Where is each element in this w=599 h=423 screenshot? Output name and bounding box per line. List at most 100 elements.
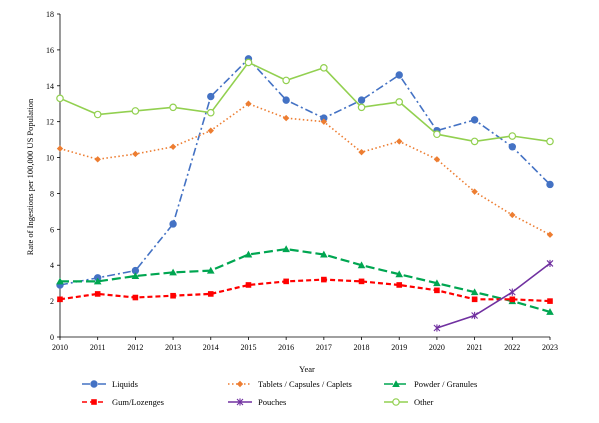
data-point-powder-granules [131,272,140,279]
data-point-gum-lozenges [57,296,63,303]
data-point-gum-lozenges [471,296,478,303]
data-point-liquids [282,96,290,104]
data-point-tablets-capsules-caplets [358,148,365,156]
y-axis-title: Rate of Ingestions per 100,000 US Popula… [25,98,35,255]
data-point-powder-granules [244,250,253,258]
x-tick-label: 2016 [278,343,294,352]
data-point-gum-lozenges [245,282,252,288]
x-tick-label: 2012 [127,343,143,352]
x-tick-label: 2017 [316,343,332,352]
data-point-gum-lozenges [547,298,553,304]
x-tick-label: 2023 [542,343,558,352]
legend-label-liquids: Liquids [112,379,138,389]
data-point-liquids [207,92,215,101]
data-point-powder-granules [169,268,177,276]
legend: Liquids Tablets / Capsules / Caplets Powde… [82,379,477,407]
y-tick-label: 12 [46,118,54,127]
series-line-liquids [59,57,551,286]
data-point-tablets-capsules-caplets [546,231,554,238]
data-point-pouches [546,259,554,268]
data-point-liquids [546,180,554,189]
data-point-other [470,137,479,146]
data-point-gum-lozenges [283,278,289,285]
data-point-other [56,94,64,103]
data-point-tablets-capsules-caplets [56,145,64,152]
x-tick-label: 2021 [467,343,483,352]
legend-label-powder-granules: Powder / Granules [414,379,477,389]
data-point-tablets-capsules-caplets [94,156,101,163]
data-point-gum-lozenges [358,278,365,285]
y-tick-label: 4 [50,261,54,270]
legend-item-tablets-capsules-caplets: Tablets / Capsules / Caplets [228,379,352,389]
data-point-powder-granules [206,266,215,274]
data-point-liquids [169,220,177,228]
data-point-gum-lozenges [509,296,516,303]
data-point-powder-granules [282,245,290,253]
data-point-liquids [470,116,479,124]
series-line-pouches [436,262,551,329]
data-point-other [244,58,253,67]
series-liquids [56,55,554,289]
data-point-other [169,103,177,112]
data-point-tablets-capsules-caplets [207,127,214,134]
legend-marker-other [392,398,400,406]
legend-marker-liquids [90,380,98,388]
data-point-powder-granules [546,308,554,315]
data-point-powder-granules [93,277,102,285]
x-tick-label: 2018 [354,343,370,352]
x-axis-title: Year [299,364,315,374]
data-point-gum-lozenges [94,291,101,297]
data-point-powder-granules [433,279,441,287]
y-tick-label: 18 [46,10,54,19]
data-point-tablets-capsules-caplets [433,156,441,163]
data-point-powder-granules [470,288,479,296]
data-point-tablets-capsules-caplets [471,188,478,195]
data-point-tablets-capsules-caplets [132,150,139,158]
y-tick-label: 16 [46,46,54,55]
data-point-tablets-capsules-caplets [509,211,516,219]
data-point-powder-granules [395,270,404,278]
x-tick-label: 2010 [52,343,68,352]
legend-label-pouches: Pouches [258,397,286,407]
data-point-powder-granules [357,261,366,269]
data-point-tablets-capsules-caplets [245,100,252,107]
data-point-other [320,64,328,72]
series-line-powder-granules [60,247,551,313]
data-point-other [131,107,140,115]
data-point-gum-lozenges [207,291,214,297]
y-tick-label: 6 [50,225,54,234]
legend-marker-powder-granules [392,380,400,387]
series-other [56,58,554,146]
y-tick-label: 8 [50,189,54,198]
legend-item-other: Other [384,397,434,407]
x-tick-label: 2011 [90,343,106,352]
data-point-powder-granules [56,277,64,285]
data-point-gum-lozenges [170,292,176,299]
data-point-gum-lozenges [321,276,327,283]
legend-label-gum-lozenges: Gum/Lozenges [112,397,164,407]
data-point-liquids [395,71,403,79]
x-tick-label: 2014 [203,343,219,352]
x-tick-label: 2013 [165,343,181,352]
x-tick-label: 2022 [504,343,520,352]
y-tick-label: 10 [46,154,54,163]
y-tick-label: 2 [50,297,54,306]
legend-marker-pouches [236,398,244,406]
data-point-other [93,110,102,119]
legend-item-liquids: Liquids [82,379,138,389]
tick-labels: 0 2 4 6 8 10 12 14 16 18 2010 2011 2012 2013 2014 2015 2… [46,10,558,352]
data-point-other [433,130,441,139]
x-tick-label: 2019 [391,343,407,352]
data-point-pouches [471,311,479,320]
series-line-gum-lozenges [59,278,551,303]
data-point-other [546,137,554,146]
series-line-tablets-capsules-caplets [59,102,551,236]
x-tick-label: 2015 [240,343,256,352]
legend-marker-tablets-capsules-caplets [236,380,244,388]
data-point-powder-granules [320,250,328,258]
data-point-pouches [433,324,441,332]
x-tick-label: 2020 [429,343,445,352]
series-tablets-capsules-caplets [56,100,554,238]
